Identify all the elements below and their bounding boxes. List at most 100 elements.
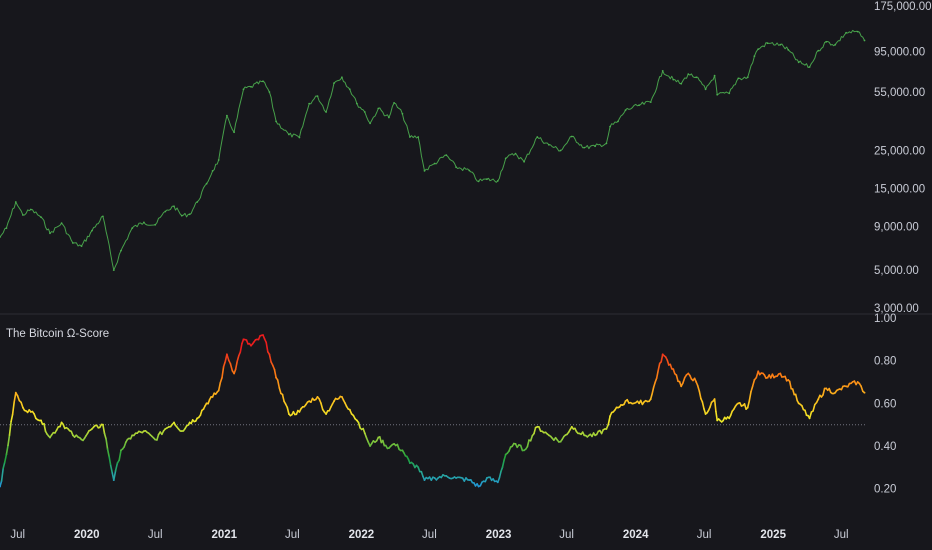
price-point[interactable]	[856, 30, 859, 33]
price-point[interactable]	[609, 125, 611, 128]
price-point[interactable]	[704, 88, 707, 91]
score-point[interactable]	[131, 434, 134, 437]
score-point[interactable]	[288, 413, 290, 415]
price-point[interactable]	[417, 136, 420, 138]
score-point[interactable]	[242, 338, 245, 341]
score-point[interactable]	[863, 391, 866, 394]
price-point[interactable]	[433, 162, 436, 165]
price-point[interactable]	[29, 208, 32, 211]
price-point[interactable]	[14, 201, 17, 203]
score-point[interactable]	[713, 398, 716, 400]
price-point[interactable]	[583, 146, 586, 149]
price-point[interactable]	[737, 77, 740, 80]
score-point[interactable]	[217, 389, 220, 392]
price-point[interactable]	[356, 102, 358, 105]
score-point[interactable]	[609, 415, 611, 417]
score-point[interactable]	[262, 334, 264, 336]
score-point[interactable]	[433, 477, 436, 479]
price-point[interactable]	[217, 159, 220, 161]
score-point[interactable]	[704, 413, 707, 415]
score-point[interactable]	[112, 479, 115, 481]
price-point[interactable]	[523, 160, 525, 163]
price-point[interactable]	[22, 214, 24, 216]
price-point[interactable]	[672, 78, 675, 81]
score-point[interactable]	[468, 479, 471, 481]
score-point[interactable]	[477, 485, 480, 488]
score-point[interactable]	[455, 477, 457, 479]
score-point[interactable]	[486, 477, 488, 479]
score-point[interactable]	[29, 411, 32, 413]
price-pane[interactable]	[0, 29, 866, 271]
price-point[interactable]	[845, 31, 847, 34]
price-point[interactable]	[91, 229, 93, 232]
price-point[interactable]	[102, 215, 104, 218]
price-point[interactable]	[570, 135, 573, 138]
score-point[interactable]	[757, 370, 760, 373]
score-point[interactable]	[638, 402, 640, 405]
score-point[interactable]	[845, 385, 847, 388]
score-point[interactable]	[746, 406, 749, 409]
score-point[interactable]	[5, 453, 8, 456]
price-point[interactable]	[348, 88, 351, 91]
score-point[interactable]	[570, 425, 573, 428]
price-point[interactable]	[363, 111, 366, 113]
score-point[interactable]	[716, 419, 719, 422]
price-point[interactable]	[594, 145, 596, 148]
price-point[interactable]	[49, 232, 51, 235]
price-point[interactable]	[325, 111, 327, 113]
score-point[interactable]	[672, 368, 675, 371]
score-point[interactable]	[308, 400, 311, 403]
price-point[interactable]	[401, 112, 404, 115]
score-point[interactable]	[72, 434, 74, 437]
price-point[interactable]	[5, 227, 8, 230]
score-point[interactable]	[423, 479, 426, 481]
price-point[interactable]	[713, 74, 716, 77]
time-axis[interactable]: Jul 2020 Jul 2021 Jul 2022 Jul 2023 Jul 2024 Jul 20…	[10, 529, 848, 541]
score-point[interactable]	[180, 430, 183, 432]
price-axis[interactable]: 175,000.00 95,000.00 55,000.00 25,000.00 15,…	[874, 1, 932, 315]
score-point[interactable]	[753, 379, 756, 381]
score-point[interactable]	[409, 462, 411, 464]
score-point[interactable]	[417, 466, 420, 469]
score-point[interactable]	[233, 372, 236, 375]
price-point[interactable]	[377, 107, 380, 110]
price-point[interactable]	[455, 166, 457, 169]
price-point[interactable]	[275, 120, 277, 123]
price-point[interactable]	[196, 201, 199, 203]
score-point[interactable]	[649, 398, 652, 400]
score-point[interactable]	[211, 396, 214, 398]
price-point[interactable]	[112, 269, 115, 271]
price-point[interactable]	[333, 82, 335, 84]
price-point[interactable]	[661, 70, 664, 72]
score-point[interactable]	[504, 453, 507, 456]
score-point[interactable]	[363, 432, 366, 435]
price-point[interactable]	[766, 42, 769, 45]
price-point[interactable]	[504, 157, 507, 160]
score-point[interactable]	[536, 425, 539, 428]
price-point[interactable]	[496, 180, 499, 182]
price-point[interactable]	[369, 122, 371, 125]
score-point[interactable]	[275, 376, 277, 379]
price-point[interactable]	[120, 249, 122, 252]
score-point[interactable]	[605, 428, 608, 430]
price-point[interactable]	[817, 49, 820, 52]
score-point[interactable]	[661, 353, 664, 356]
score-point[interactable]	[14, 391, 17, 394]
price-point[interactable]	[341, 76, 343, 79]
price-point[interactable]	[72, 242, 74, 244]
price-point[interactable]	[188, 213, 191, 216]
score-point[interactable]	[120, 449, 122, 452]
price-point[interactable]	[288, 133, 290, 136]
score-point[interactable]	[325, 413, 327, 415]
price-point[interactable]	[536, 136, 539, 138]
price-point[interactable]	[779, 43, 782, 46]
score-point[interactable]	[22, 406, 24, 409]
score-point[interactable]	[377, 436, 380, 439]
price-point[interactable]	[205, 182, 208, 185]
price-point[interactable]	[211, 170, 214, 172]
price-point[interactable]	[728, 92, 731, 95]
price-point[interactable]	[468, 169, 471, 172]
price-point[interactable]	[746, 76, 749, 79]
price-point[interactable]	[687, 73, 690, 75]
price-point[interactable]	[173, 205, 175, 208]
